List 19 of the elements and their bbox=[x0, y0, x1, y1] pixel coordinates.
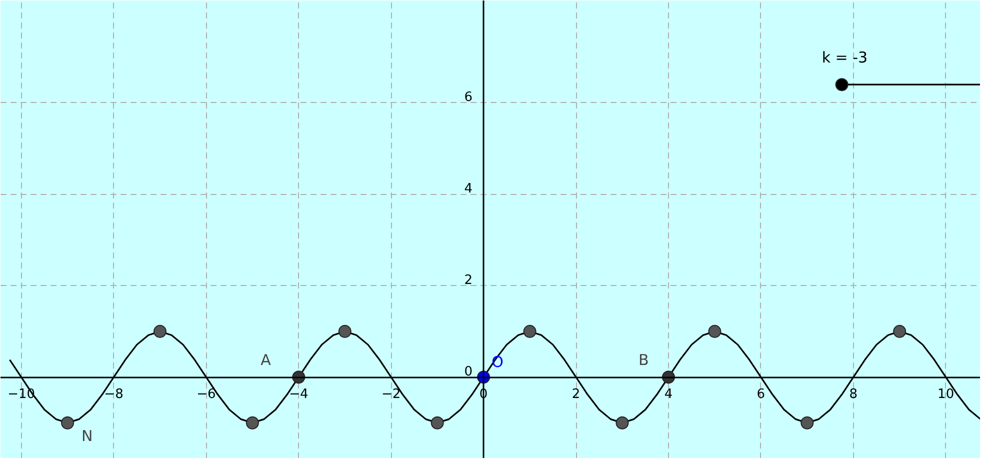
x-tick-label: −2 bbox=[382, 387, 401, 402]
y-tick-label: 2 bbox=[464, 272, 473, 288]
annotation: B bbox=[638, 351, 649, 370]
x-tick-label: −4 bbox=[289, 387, 308, 402]
x-tick-label: 8 bbox=[849, 387, 858, 402]
y-tick-label: 4 bbox=[464, 182, 473, 197]
x-tick-label: 10 bbox=[938, 387, 954, 402]
y-tick-label: 6 bbox=[464, 90, 473, 106]
y-tick-label: 0 bbox=[464, 364, 473, 380]
x-tick-label: 4 bbox=[664, 387, 673, 402]
x-tick-label: 6 bbox=[756, 387, 766, 402]
annotation: A bbox=[260, 351, 272, 370]
x-tick-label: 2 bbox=[572, 387, 580, 402]
annotation: N bbox=[82, 426, 93, 445]
x-tick-label: −8 bbox=[104, 387, 124, 402]
annotation: k = -3 bbox=[822, 48, 868, 67]
x-tick-label: −6 bbox=[196, 387, 216, 402]
annotation: O bbox=[492, 353, 504, 372]
x-tick-label: −10 bbox=[8, 387, 36, 402]
